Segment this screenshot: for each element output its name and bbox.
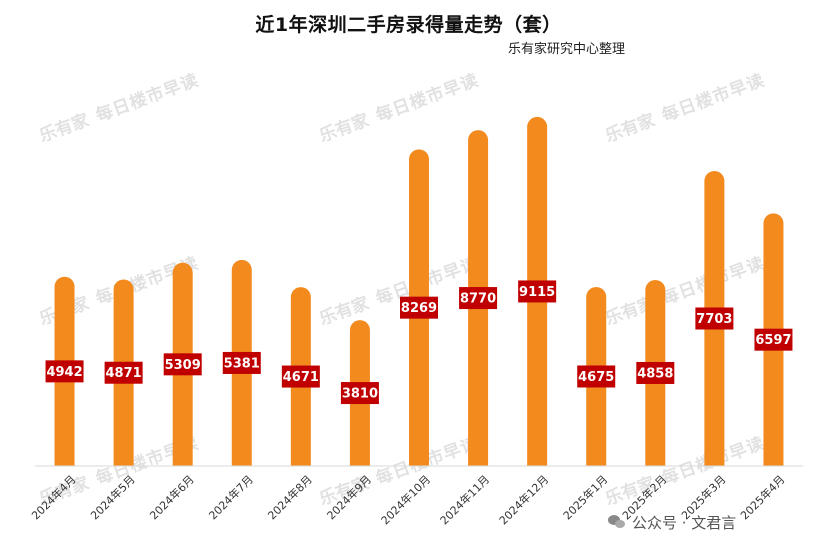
watermark-text: 每日楼市早读 (93, 70, 202, 127)
data-label: 4871 (106, 366, 142, 381)
data-label: 8770 (460, 292, 496, 307)
x-tick-label: 2025年4月 (737, 472, 787, 522)
data-label: 6597 (755, 333, 791, 348)
data-label-box (400, 296, 438, 319)
x-tick-label: 2024年8月 (265, 472, 315, 522)
data-label-box (104, 361, 143, 384)
data-label-box (695, 307, 734, 330)
credit-text: 公众号 · 文君言 (632, 514, 737, 532)
watermark-logo: 乐有家 (603, 110, 658, 147)
watermark-logo: 乐有家 (317, 110, 372, 147)
data-label-box (281, 365, 320, 388)
watermark-logo: 乐有家 (37, 110, 92, 147)
x-tick-label: 2024年11月 (437, 472, 492, 527)
data-label: 4858 (637, 366, 673, 381)
data-label: 4942 (46, 365, 82, 380)
credit: 公众号 · 文君言 (608, 512, 736, 533)
watermark-text: 每日楼市早读 (659, 70, 768, 127)
data-label: 5309 (165, 358, 201, 373)
x-tick-label: 2025年1月 (560, 472, 610, 522)
data-label: 7703 (696, 312, 732, 327)
data-label-layer: 4942 4871 5309 5381 4671 3810 8269 8770 9115 4675… (45, 280, 793, 405)
source-note: 乐有家研究中心整理 (508, 42, 626, 57)
data-label-box (754, 328, 793, 351)
watermark-text: 每日楼市早读 (373, 70, 482, 127)
data-label-box (459, 287, 498, 310)
data-label: 4675 (578, 370, 614, 385)
data-label-box (163, 353, 202, 376)
data-label-box (518, 280, 557, 303)
data-label: 9115 (519, 285, 555, 300)
data-label: 5381 (224, 356, 260, 371)
x-tick-label: 2024年6月 (147, 472, 197, 522)
data-label-box (340, 382, 379, 405)
chart-title: 近1年深圳二手房录得量走势（套） (255, 14, 562, 36)
data-label: 3810 (342, 387, 378, 402)
data-label-box (577, 365, 616, 388)
data-label-box (45, 360, 84, 383)
data-label-box (222, 351, 261, 374)
wechat-icon (608, 515, 626, 530)
data-label-box (636, 361, 675, 384)
data-label: 8269 (401, 301, 437, 316)
x-tick-label: 2024年7月 (206, 472, 256, 522)
data-label: 4671 (283, 370, 319, 385)
x-tick-label: 2024年12月 (496, 472, 551, 527)
